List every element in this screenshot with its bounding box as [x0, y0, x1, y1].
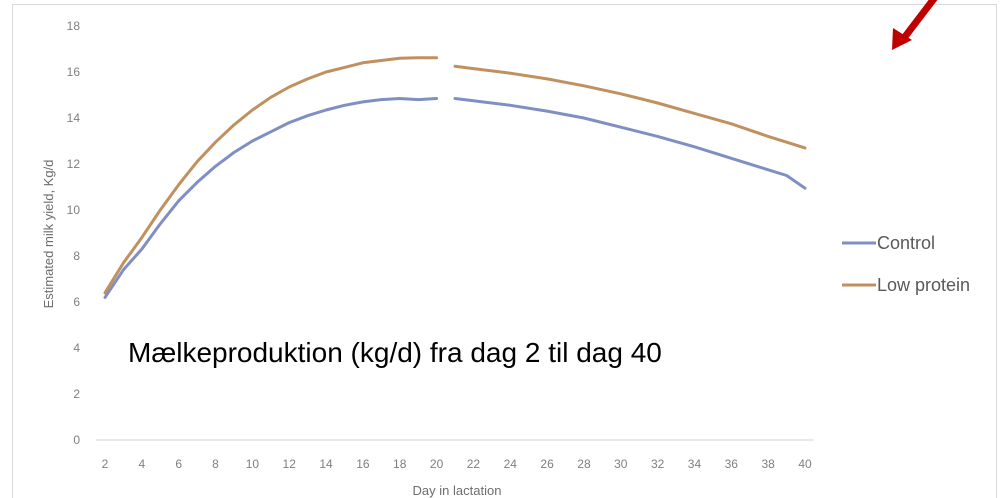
y-tick-label: 18 [67, 19, 81, 33]
x-tick-label: 14 [319, 457, 333, 471]
x-tick-label: 24 [504, 457, 518, 471]
y-tick-label: 12 [67, 157, 81, 171]
x-tick-label: 22 [467, 457, 481, 471]
x-tick-label: 40 [798, 457, 812, 471]
x-tick-label: 12 [283, 457, 297, 471]
x-tick-label: 26 [540, 457, 554, 471]
x-tick-label: 30 [614, 457, 628, 471]
y-tick-label: 6 [73, 295, 80, 309]
y-tick-label: 4 [73, 341, 80, 355]
series-line-control-part-1 [103, 97, 439, 299]
y-axis-title: Estimated milk yield, Kg/d [41, 160, 56, 309]
y-tick-label: 10 [67, 203, 81, 217]
x-tick-label: 34 [688, 457, 702, 471]
x-tick-label: 4 [138, 457, 145, 471]
chart-frame [12, 4, 997, 498]
x-axis-title: Day in lactation [413, 483, 502, 498]
x-tick-label: 32 [651, 457, 665, 471]
y-tick-label: 2 [73, 387, 80, 401]
x-tick-label: 6 [175, 457, 182, 471]
x-tick-label: 20 [430, 457, 444, 471]
y-tick-label: 0 [73, 433, 80, 447]
x-axis-ticks: 2 4 6 8 10 12 14 16 18 20 22 24 26 28 30 32 34 36 38 40 [102, 457, 812, 471]
x-tick-label: 18 [393, 457, 407, 471]
chart-annotation: Mælkeproduktion (kg/d) fra dag 2 til dag… [128, 337, 662, 368]
x-tick-label: 38 [761, 457, 775, 471]
x-tick-label: 2 [102, 457, 109, 471]
series-line-low-protein-part-2 [453, 64, 807, 150]
y-tick-label: 14 [67, 111, 81, 125]
y-tick-label: 8 [73, 249, 80, 263]
x-tick-label: 16 [356, 457, 370, 471]
legend-label-low-protein: Low protein [877, 275, 970, 295]
red-arrow-icon [892, 0, 938, 50]
x-tick-label: 10 [246, 457, 260, 471]
y-axis-ticks: 0 2 4 6 8 10 12 14 16 18 [67, 19, 81, 447]
y-tick-label: 16 [67, 65, 81, 79]
x-tick-label: 36 [725, 457, 739, 471]
series-line-low-protein-part-1 [103, 56, 439, 295]
legend-label-control: Control [877, 233, 935, 253]
x-tick-label: 8 [212, 457, 219, 471]
series-lines [103, 56, 807, 299]
series-line-control-part-2 [453, 97, 807, 190]
x-tick-label: 28 [577, 457, 591, 471]
legend: Control Low protein [842, 233, 970, 295]
